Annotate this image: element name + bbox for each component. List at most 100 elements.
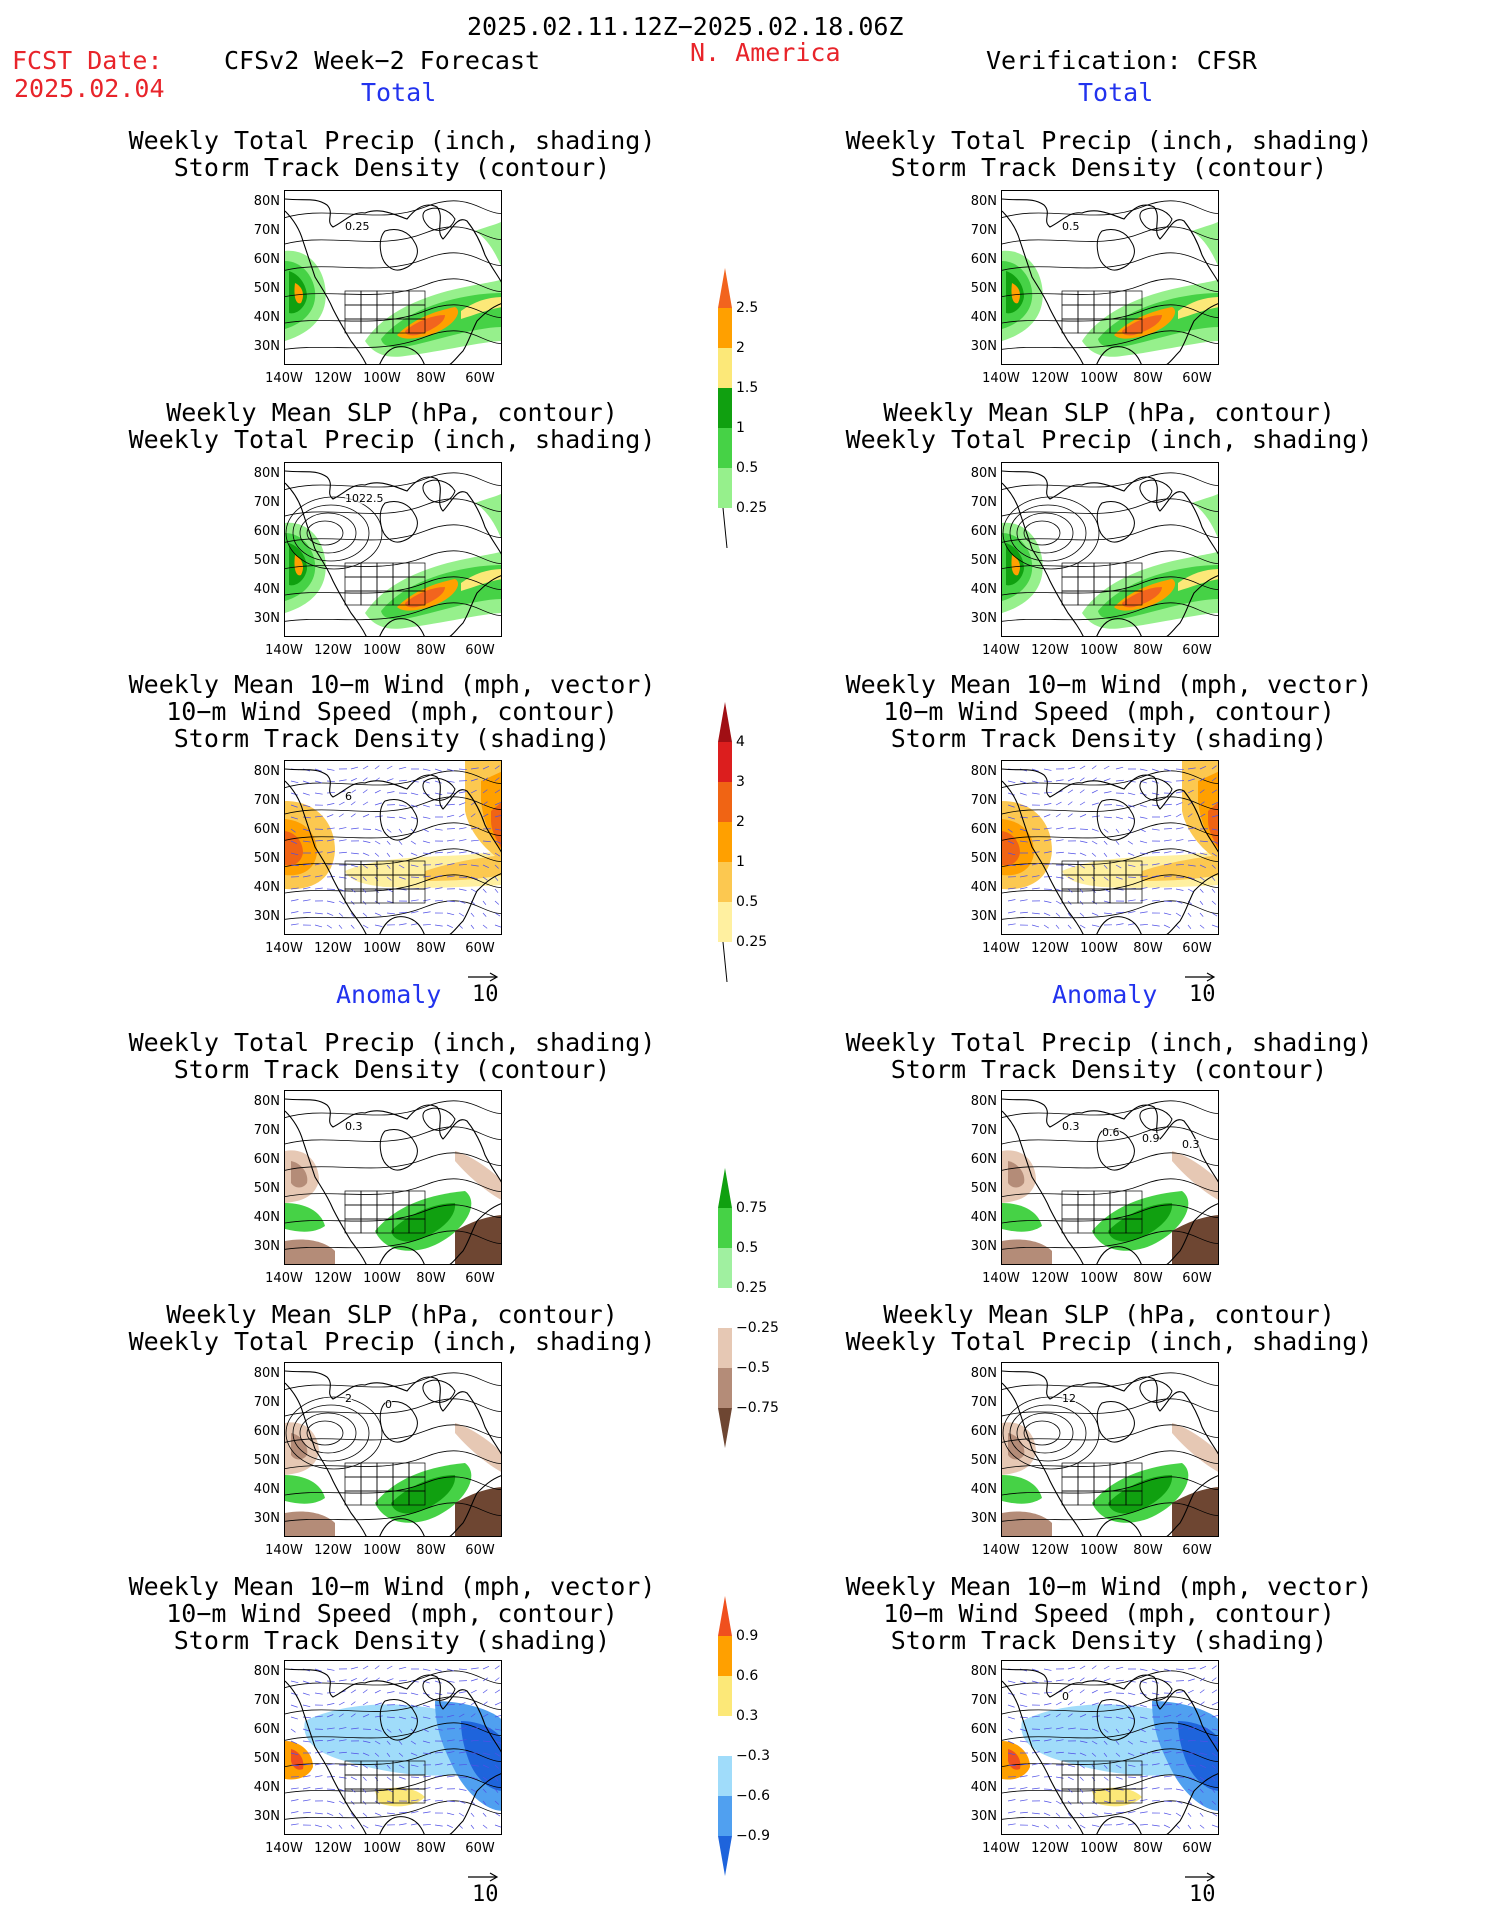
longitude-label: 80W: [1133, 371, 1163, 386]
longitude-label: 100W: [363, 941, 401, 956]
panel-title-line: Weekly Total Precip (inch, shading): [845, 425, 1373, 454]
contour-label: 0.3: [1062, 1120, 1080, 1133]
panel-title-line: Weekly Total Precip (inch, shading): [845, 126, 1373, 155]
vector-arrow-icon: [1185, 972, 1216, 982]
latitude-label: 70N: [970, 223, 997, 238]
latitude-label: 60N: [253, 822, 280, 837]
colorbar-label: 2: [736, 340, 745, 356]
latitude-label: 60N: [970, 822, 997, 837]
vector-arrow-icon: [468, 1872, 499, 1882]
colorbar-tail: [722, 507, 728, 549]
map-panel: 0.3: [284, 1090, 502, 1265]
latitude-label: 60N: [253, 1424, 280, 1439]
latitude-label: 30N: [253, 1511, 280, 1526]
latitude-label: 30N: [253, 909, 280, 924]
colorbar-segment: [718, 902, 732, 942]
latitude-label: 60N: [970, 524, 997, 539]
colorbar: [718, 1596, 732, 1876]
latitude-label: 80N: [970, 764, 997, 779]
latitude-label: 70N: [253, 223, 280, 238]
longitude-label: 100W: [363, 1543, 401, 1558]
fcst-date: 2025.02.04: [14, 74, 165, 103]
latitude-label: 70N: [253, 495, 280, 510]
longitude-label: 100W: [1080, 371, 1118, 386]
section-total-left: Total: [361, 78, 437, 107]
panel-title-line: 10−m Wind Speed (mph, contour): [166, 697, 618, 726]
longitude-label: 120W: [1031, 643, 1069, 658]
latitude-label: 60N: [253, 1722, 280, 1737]
longitude-label: 140W: [982, 1271, 1020, 1286]
latitude-label: 50N: [253, 553, 280, 568]
colorbar-top-triangle: [718, 1596, 732, 1636]
contour-label: 0.25: [345, 220, 370, 233]
latitude-label: 50N: [970, 1453, 997, 1468]
forecast-title: CFSv2 Week−2 Forecast: [224, 46, 541, 75]
panel-title-line: Weekly Mean SLP (hPa, contour): [883, 1300, 1335, 1329]
panel-title-line: Weekly Mean 10−m Wind (mph, vector): [845, 1572, 1373, 1601]
latitude-label: 80N: [253, 466, 280, 481]
panel-title-line: Weekly Total Precip (inch, shading): [128, 1327, 656, 1356]
map-graphic: [1002, 1665, 1218, 1834]
colorbar-label: 1: [736, 854, 745, 870]
longitude-label: 60W: [465, 941, 495, 956]
colorbar-label: 4: [736, 734, 745, 750]
latitude-label: 80N: [253, 1366, 280, 1381]
latitude-label: 50N: [253, 1453, 280, 1468]
map-graphic: [285, 1370, 501, 1536]
panel-title-line: Weekly Total Precip (inch, shading): [128, 126, 656, 155]
map-graphic: [1002, 470, 1218, 636]
colorbar-label: −0.9: [736, 1828, 770, 1844]
latitude-label: 60N: [970, 1424, 997, 1439]
latitude-label: 40N: [253, 1210, 280, 1225]
latitude-label: 40N: [970, 582, 997, 597]
latitude-label: 30N: [253, 1239, 280, 1254]
longitude-label: 60W: [1182, 371, 1212, 386]
longitude-label: 120W: [314, 1543, 352, 1558]
map-graphic: [285, 1098, 501, 1264]
latitude-label: 80N: [253, 194, 280, 209]
map-panel: [284, 1660, 502, 1835]
longitude-label: 60W: [1182, 941, 1212, 956]
latitude-label: 70N: [253, 1123, 280, 1138]
map-graphic: [1002, 1098, 1218, 1264]
latitude-label: 70N: [253, 1693, 280, 1708]
latitude-label: 70N: [970, 495, 997, 510]
latitude-label: 30N: [253, 611, 280, 626]
colorbar-label: −0.5: [736, 1360, 770, 1376]
colorbar-label: −0.3: [736, 1748, 770, 1764]
panel-title-line: Weekly Mean SLP (hPa, contour): [166, 398, 618, 427]
latitude-label: 50N: [253, 1751, 280, 1766]
vector-reference-value: 10: [1189, 1882, 1216, 1907]
map-panel: 0: [1001, 1660, 1219, 1835]
longitude-label: 60W: [465, 1543, 495, 1558]
colorbar-label: 1.5: [736, 380, 759, 396]
longitude-label: 100W: [1080, 1543, 1118, 1558]
map-graphic: [1002, 761, 1218, 934]
panel-title-line: Weekly Total Precip (inch, shading): [845, 1028, 1373, 1057]
longitude-label: 140W: [982, 1543, 1020, 1558]
longitude-label: 80W: [416, 1271, 446, 1286]
vector-reference: 10: [1183, 1870, 1217, 1907]
colorbar-bottom-triangle: [718, 1836, 732, 1876]
colorbar-segment: [718, 822, 732, 862]
period-title: 2025.02.11.12Z−2025.02.18.06Z: [467, 12, 904, 41]
latitude-label: 70N: [970, 1123, 997, 1138]
latitude-label: 30N: [970, 1809, 997, 1824]
latitude-label: 50N: [970, 281, 997, 296]
longitude-label: 140W: [265, 941, 303, 956]
latitude-label: 50N: [970, 1751, 997, 1766]
latitude-label: 60N: [253, 252, 280, 267]
map-panel: 0.3 0.6 0.9 0.3: [1001, 1090, 1219, 1265]
colorbar-top-triangle: [718, 1168, 732, 1208]
latitude-label: 80N: [970, 1366, 997, 1381]
longitude-label: 120W: [1031, 1271, 1069, 1286]
contour-label: 2: [345, 1392, 352, 1405]
latitude-label: 40N: [253, 582, 280, 597]
colorbar-top-triangle: [718, 702, 732, 742]
colorbar-segment: [718, 348, 732, 388]
latitude-label: 40N: [253, 1482, 280, 1497]
contour-label: 0.6: [1102, 1126, 1120, 1139]
latitude-label: 80N: [970, 1094, 997, 1109]
longitude-label: 140W: [982, 643, 1020, 658]
